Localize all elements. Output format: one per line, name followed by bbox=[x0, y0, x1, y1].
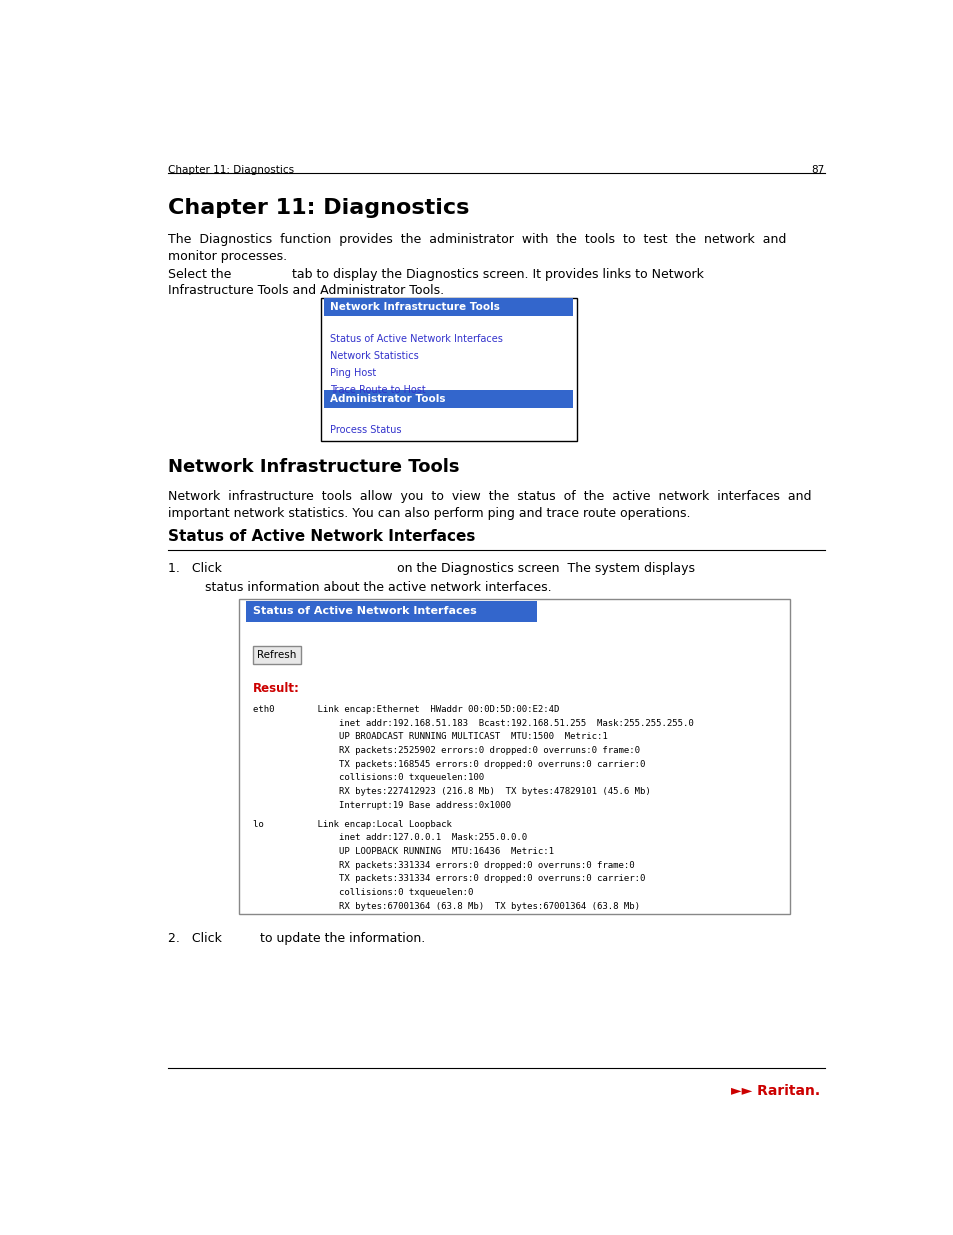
Text: TX packets:331334 errors:0 dropped:0 overruns:0 carrier:0: TX packets:331334 errors:0 dropped:0 ove… bbox=[253, 874, 645, 883]
Text: monitor processes.: monitor processes. bbox=[168, 249, 287, 263]
Text: ►► Raritan.: ►► Raritan. bbox=[731, 1084, 820, 1098]
Text: The  Diagnostics  function  provides  the  administrator  with  the  tools  to  : The Diagnostics function provides the ad… bbox=[168, 233, 785, 246]
Text: 87: 87 bbox=[810, 165, 823, 175]
Text: RX packets:2525902 errors:0 dropped:0 overruns:0 frame:0: RX packets:2525902 errors:0 dropped:0 ov… bbox=[253, 746, 639, 755]
Text: inet addr:192.168.51.183  Bcast:192.168.51.255  Mask:255.255.255.0: inet addr:192.168.51.183 Bcast:192.168.5… bbox=[253, 719, 694, 727]
Text: Network Statistics: Network Statistics bbox=[330, 351, 418, 361]
Text: Refresh: Refresh bbox=[256, 650, 296, 659]
Text: collisions:0 txqueuelen:100: collisions:0 txqueuelen:100 bbox=[253, 773, 484, 783]
Text: eth0        Link encap:Ethernet  HWaddr 00:0D:5D:00:E2:4D: eth0 Link encap:Ethernet HWaddr 00:0D:5D… bbox=[253, 705, 559, 714]
Text: Interrupt:19 Base address:0x1000: Interrupt:19 Base address:0x1000 bbox=[253, 800, 511, 810]
Text: Administrator Tools: Administrator Tools bbox=[330, 394, 445, 404]
FancyBboxPatch shape bbox=[245, 601, 537, 621]
Text: UP LOOPBACK RUNNING  MTU:16436  Metric:1: UP LOOPBACK RUNNING MTU:16436 Metric:1 bbox=[253, 847, 554, 856]
Text: Result:: Result: bbox=[253, 682, 300, 695]
Text: important network statistics. You can also perform ping and trace route operatio: important network statistics. You can al… bbox=[168, 508, 690, 520]
Text: Chapter 11: Diagnostics: Chapter 11: Diagnostics bbox=[168, 165, 294, 175]
Text: Status of Active Network Interfaces: Status of Active Network Interfaces bbox=[330, 333, 502, 343]
Text: TX packets:168545 errors:0 dropped:0 overruns:0 carrier:0: TX packets:168545 errors:0 dropped:0 ove… bbox=[253, 760, 645, 768]
FancyBboxPatch shape bbox=[253, 646, 300, 664]
Text: Process Status: Process Status bbox=[330, 425, 401, 436]
Text: Ping Host: Ping Host bbox=[330, 368, 375, 378]
Text: status information about the active network interfaces.: status information about the active netw… bbox=[205, 580, 552, 594]
Text: Select the: Select the bbox=[168, 268, 232, 280]
FancyBboxPatch shape bbox=[320, 299, 576, 441]
Text: to update the information.: to update the information. bbox=[259, 932, 424, 945]
Text: Status of Active Network Interfaces: Status of Active Network Interfaces bbox=[168, 530, 475, 545]
FancyBboxPatch shape bbox=[323, 299, 573, 316]
Text: inet addr:127.0.0.1  Mask:255.0.0.0: inet addr:127.0.0.1 Mask:255.0.0.0 bbox=[253, 834, 527, 842]
Text: tab to display the Diagnostics screen. It provides links to Network: tab to display the Diagnostics screen. I… bbox=[292, 268, 703, 280]
Text: on the Diagnostics screen  The system displays: on the Diagnostics screen The system dis… bbox=[396, 562, 694, 576]
Text: lo          Link encap:Local Loopback: lo Link encap:Local Loopback bbox=[253, 820, 452, 829]
Text: Chapter 11: Diagnostics: Chapter 11: Diagnostics bbox=[168, 199, 469, 219]
Text: RX bytes:67001364 (63.8 Mb)  TX bytes:67001364 (63.8 Mb): RX bytes:67001364 (63.8 Mb) TX bytes:670… bbox=[253, 902, 639, 911]
Text: collisions:0 txqueuelen:0: collisions:0 txqueuelen:0 bbox=[253, 888, 474, 897]
Text: Network Infrastructure Tools: Network Infrastructure Tools bbox=[330, 303, 499, 312]
Text: Network Infrastructure Tools: Network Infrastructure Tools bbox=[168, 458, 459, 475]
Text: RX bytes:227412923 (216.8 Mb)  TX bytes:47829101 (45.6 Mb): RX bytes:227412923 (216.8 Mb) TX bytes:4… bbox=[253, 787, 650, 797]
Text: 1.   Click: 1. Click bbox=[168, 562, 222, 576]
Text: UP BROADCAST RUNNING MULTICAST  MTU:1500  Metric:1: UP BROADCAST RUNNING MULTICAST MTU:1500 … bbox=[253, 732, 607, 741]
Text: Infrastructure Tools and Administrator Tools.: Infrastructure Tools and Administrator T… bbox=[168, 284, 444, 298]
FancyBboxPatch shape bbox=[239, 599, 789, 914]
Text: Trace Route to Host: Trace Route to Host bbox=[330, 384, 425, 395]
FancyBboxPatch shape bbox=[323, 390, 573, 408]
Text: 2.   Click: 2. Click bbox=[168, 932, 222, 945]
Text: Network  infrastructure  tools  allow  you  to  view  the  status  of  the  acti: Network infrastructure tools allow you t… bbox=[168, 490, 811, 503]
Text: Status of Active Network Interfaces: Status of Active Network Interfaces bbox=[253, 606, 476, 616]
Text: RX packets:331334 errors:0 dropped:0 overruns:0 frame:0: RX packets:331334 errors:0 dropped:0 ove… bbox=[253, 861, 635, 869]
